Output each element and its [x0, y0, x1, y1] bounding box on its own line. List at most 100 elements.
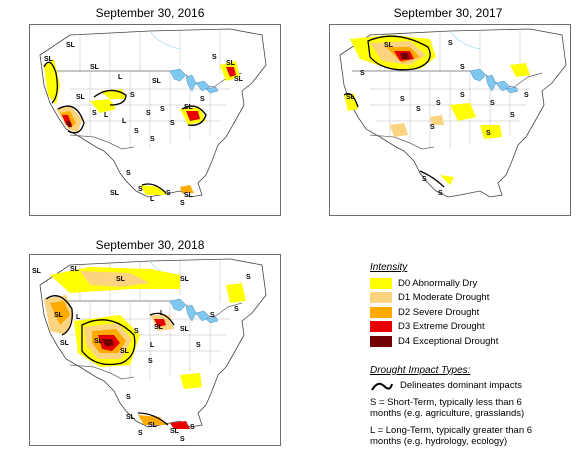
legend-heading: Intensity [370, 262, 408, 273]
svg-text:L: L [150, 196, 155, 203]
svg-text:S: S [150, 136, 155, 143]
svg-text:SL: SL [170, 428, 180, 435]
legend-label-d0: D0 Abnormally Dry [398, 277, 478, 289]
svg-text:S: S [170, 120, 175, 127]
impact-lines-2018 [45, 295, 175, 426]
svg-text:L: L [76, 314, 81, 321]
legend-label-d2: D2 Severe Drought [398, 306, 480, 318]
legend-item-d2: D2 Severe Drought [370, 305, 570, 320]
impact-line-label: Delineates dominant impacts [400, 380, 522, 391]
map-2018-canvas: SL SL SL SL S SL L SL SL SL S SL L S SL … [32, 258, 267, 443]
impact-lines-2016 [43, 61, 207, 194]
svg-text:S: S [200, 96, 205, 103]
svg-text:S: S [486, 130, 491, 137]
legend: Intensity D0 Abnormally Dry D1 Moderate … [370, 262, 570, 453]
map-title-2016: September 30, 2016 [95, 6, 205, 20]
svg-text:S: S [416, 106, 421, 113]
drought-map-2017: SL S S S SL S S S S S S S S S S S [329, 24, 571, 216]
svg-text:SL: SL [180, 276, 190, 283]
impact-line-key: Delineates dominant impacts [370, 380, 570, 392]
svg-text:S: S [92, 110, 97, 117]
svg-text:SL: SL [70, 266, 80, 273]
svg-text:S: S [180, 436, 185, 443]
svg-text:SL: SL [110, 190, 120, 197]
svg-text:L: L [150, 342, 155, 349]
svg-text:SL: SL [226, 60, 236, 67]
svg-text:SL: SL [384, 42, 394, 49]
svg-text:SL: SL [94, 338, 104, 345]
impact-labels-2016: SL SL SL SL S L S SL L L S S SL SL S SL … [44, 42, 244, 207]
map-title-2018: September 30, 2018 [95, 238, 205, 252]
impact-heading: Drought Impact Types: [370, 364, 471, 376]
svg-text:SL: SL [126, 414, 136, 421]
drought-areas-2016 [44, 59, 240, 195]
svg-text:SL: SL [54, 312, 64, 319]
svg-text:SL: SL [152, 78, 162, 85]
map-2016-canvas: SL SL SL SL S L S SL L L S S SL SL S SL … [39, 28, 267, 207]
svg-text:S: S [138, 186, 143, 193]
legend-swatch-d2 [370, 306, 392, 318]
legend-swatch-d3 [370, 321, 392, 333]
impact-line-icon [371, 382, 393, 391]
svg-text:S: S [166, 190, 171, 197]
svg-text:L: L [104, 112, 109, 119]
svg-text:SL: SL [148, 422, 158, 429]
legend-item-d1: D1 Moderate Drought [370, 291, 570, 306]
svg-text:SL: SL [116, 276, 126, 283]
svg-text:SL: SL [120, 348, 130, 355]
svg-text:S: S [400, 96, 405, 103]
legend-label-d3: D3 Extreme Drought [398, 321, 485, 333]
drought-areas-2017 [344, 35, 530, 185]
svg-text:S: S [436, 100, 441, 107]
impact-labels-2017: SL S S S SL S S S S S S S S S S S [346, 40, 529, 197]
svg-text:S: S [460, 92, 465, 99]
svg-text:S: S [148, 358, 153, 365]
svg-text:S: S [438, 190, 443, 197]
svg-text:S: S [210, 312, 215, 319]
svg-text:S: S [134, 328, 139, 335]
svg-text:S: S [160, 106, 165, 113]
svg-text:S: S [234, 306, 239, 313]
svg-text:S: S [180, 200, 185, 207]
svg-text:S: S [460, 64, 465, 71]
map-title-2017: September 30, 2017 [393, 6, 503, 20]
svg-text:SL: SL [60, 340, 70, 347]
svg-text:S: S [212, 54, 217, 61]
svg-text:L: L [118, 74, 123, 81]
svg-text:SL: SL [90, 64, 100, 71]
legend-swatch-d1 [370, 292, 392, 304]
svg-text:SL: SL [32, 268, 42, 275]
svg-text:S: S [510, 112, 515, 119]
svg-text:S: S [490, 100, 495, 107]
svg-text:SL: SL [184, 104, 194, 111]
svg-text:S: S [138, 430, 143, 437]
impact-labels-2018: SL SL SL SL S SL L SL SL SL S SL L S SL … [32, 266, 251, 443]
short-term-definition: S = Short-Term, typically less than 6 mo… [370, 396, 525, 419]
legend-label-d1: D1 Moderate Drought [398, 292, 490, 304]
drought-map-2016: SL SL SL SL S L S SL L L S S SL SL S SL … [29, 24, 281, 216]
impact-lines-2017 [343, 35, 445, 188]
svg-text:S: S [360, 70, 365, 77]
svg-text:S: S [430, 124, 435, 131]
svg-text:S: S [190, 424, 195, 431]
svg-text:L: L [122, 118, 127, 125]
svg-text:SL: SL [44, 56, 54, 63]
svg-text:S: S [146, 110, 151, 117]
legend-item-d4: D4 Exceptional Drought [370, 334, 570, 349]
svg-text:S: S [130, 92, 135, 99]
svg-text:SL: SL [66, 42, 76, 49]
legend-item-d0: D0 Abnormally Dry [370, 276, 570, 291]
svg-text:S: S [126, 170, 131, 177]
svg-text:SL: SL [180, 326, 190, 333]
legend-label-d4: D4 Exceptional Drought [398, 335, 499, 347]
svg-text:S: S [448, 40, 453, 47]
svg-text:S: S [422, 176, 427, 183]
svg-text:S: S [126, 394, 131, 401]
svg-text:SL: SL [184, 192, 194, 199]
long-term-definition: L = Long-Term, typically greater than 6 … [370, 424, 533, 447]
map-2017-canvas: SL S S S SL S S S S S S S S S S S [339, 28, 567, 198]
legend-swatch-d0 [370, 277, 392, 289]
svg-text:S: S [246, 274, 251, 281]
svg-text:S: S [134, 128, 139, 135]
svg-text:SL: SL [154, 324, 164, 331]
